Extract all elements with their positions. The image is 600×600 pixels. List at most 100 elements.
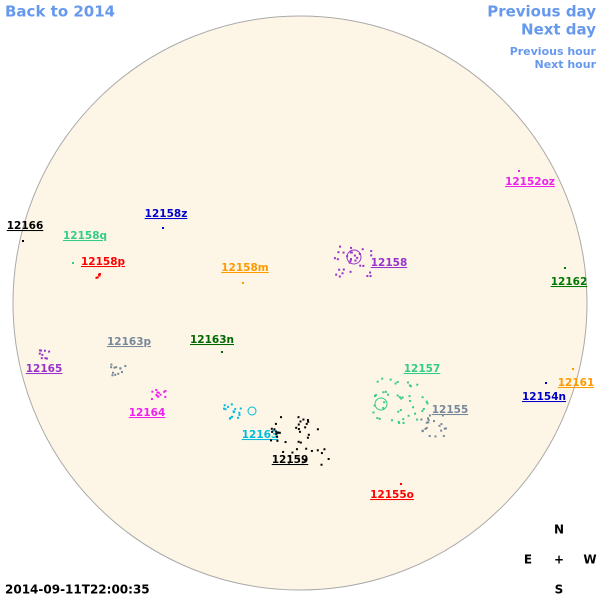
sunspot-dot	[428, 414, 431, 417]
sunspot-dot	[443, 427, 446, 430]
region-label[interactable]: 12165	[26, 363, 63, 375]
sunspot-dot	[72, 262, 74, 264]
sunspot-dot	[396, 380, 399, 383]
sunspot-dot	[339, 245, 342, 248]
region-label[interactable]: 12162	[551, 276, 588, 288]
sunspot-dot	[228, 417, 231, 420]
sunspot-dot	[223, 407, 226, 410]
sunspot-dot	[402, 421, 405, 424]
sunspot-dot	[226, 405, 229, 408]
sunspot-dot	[349, 270, 352, 273]
sunspot-dot	[95, 276, 98, 279]
sunspot-dot	[306, 436, 309, 439]
sunspot	[374, 397, 388, 411]
sunspot-dot	[412, 406, 415, 409]
region-label[interactable]: 12161	[558, 377, 595, 389]
region-label[interactable]: 12163p	[107, 336, 152, 348]
next-day-link[interactable]: Next day	[521, 21, 596, 39]
sunspot-dot	[424, 427, 427, 430]
region-label[interactable]: 12158m	[221, 262, 269, 274]
sunspot-dot	[124, 364, 127, 367]
sunspot-dot	[164, 389, 167, 392]
sunspot-dot	[384, 390, 387, 393]
sunspot-dot	[297, 416, 300, 419]
sunspot-dot	[157, 391, 160, 394]
sunspot-dot	[163, 390, 166, 393]
sunspot-dot	[40, 357, 43, 360]
sunspot-dot	[370, 250, 373, 253]
sunspot-dot	[434, 435, 437, 438]
region-label[interactable]: 12159	[272, 454, 309, 466]
sunspot-dot	[307, 420, 310, 423]
sunspot-dot	[416, 383, 419, 386]
sunspot-dot	[221, 351, 223, 353]
sunspot-dot	[564, 267, 566, 269]
sunspot-dot	[373, 395, 376, 398]
sunspot-dot	[115, 366, 118, 369]
sunspot-dot	[433, 420, 436, 423]
sunspot-dot	[372, 411, 375, 414]
sunspot-dot	[230, 415, 233, 418]
sunspot-dot	[337, 251, 340, 254]
sunspot-dot	[390, 419, 393, 422]
sunspot-dot	[295, 448, 298, 451]
sunspot-dot	[327, 457, 330, 460]
sunspot-dot	[346, 255, 349, 258]
sunspot-dot	[304, 426, 307, 429]
sunspot-dot	[151, 390, 154, 393]
sunspot-dot	[422, 407, 425, 410]
previous-day-link[interactable]: Previous day	[487, 3, 596, 21]
sunspot-dot	[359, 264, 362, 267]
region-label[interactable]: 12154n	[522, 391, 566, 403]
next-hour-link[interactable]: Next hour	[535, 58, 597, 71]
previous-hour-link[interactable]: Previous hour	[510, 45, 597, 58]
sunspot-dot	[398, 396, 401, 399]
region-label[interactable]: 12164	[129, 407, 166, 419]
sunspot-dot	[350, 251, 353, 254]
sunspot-dot	[291, 451, 294, 454]
sunspot-dot	[342, 251, 345, 254]
region-label[interactable]: 12166	[7, 220, 44, 232]
region-label[interactable]: 12157	[404, 363, 441, 375]
sunspot-dot	[426, 417, 429, 420]
sunspot-dot	[44, 357, 47, 360]
sunspot-dot	[440, 429, 443, 432]
sunspot-dot	[336, 258, 339, 261]
sunspot-dot	[518, 170, 520, 172]
sunspot-dot	[274, 422, 277, 425]
sunspot-dot	[45, 357, 48, 360]
sunspot-dot	[304, 459, 307, 462]
region-label[interactable]: 12158q	[63, 230, 107, 242]
sunspot-dot	[421, 396, 424, 399]
sunspot-dot	[442, 435, 445, 438]
region-label[interactable]: 12158	[371, 257, 408, 269]
region-label[interactable]: 12163	[242, 429, 279, 441]
sunspot-dot	[237, 416, 240, 419]
sunspot-dot	[110, 366, 113, 369]
sunspot-dot	[276, 439, 279, 442]
sunspot-dot	[354, 259, 357, 262]
sunspot-dot	[362, 264, 365, 267]
region-label[interactable]: 12158p	[81, 256, 126, 268]
sunspot-dot	[320, 463, 323, 466]
sunspot-dot	[295, 426, 298, 429]
sunspot-dot	[408, 384, 411, 387]
sunspot-dot	[400, 483, 402, 485]
sunspot-dot	[394, 382, 397, 385]
region-label[interactable]: 12152oz	[505, 176, 555, 188]
timestamp: 2014-09-11T22:00:35	[5, 583, 150, 597]
region-label[interactable]: 12163n	[190, 334, 234, 346]
region-label[interactable]: 12158z	[145, 208, 188, 220]
region-label[interactable]: 12155	[432, 404, 469, 416]
sunspot-dot	[157, 395, 160, 398]
sunspot-dot	[438, 424, 441, 427]
sunspot-dot	[397, 420, 400, 423]
back-link[interactable]: Back to 2014	[5, 3, 115, 21]
region-label[interactable]: 12155o	[370, 489, 414, 501]
sunspot-dot	[425, 426, 428, 429]
sunspot-dot	[155, 388, 158, 391]
sunspot-dot	[335, 273, 338, 276]
sunspot-dot	[373, 404, 376, 407]
sunspot-dot	[350, 246, 353, 249]
sunspot-dot	[224, 408, 227, 411]
